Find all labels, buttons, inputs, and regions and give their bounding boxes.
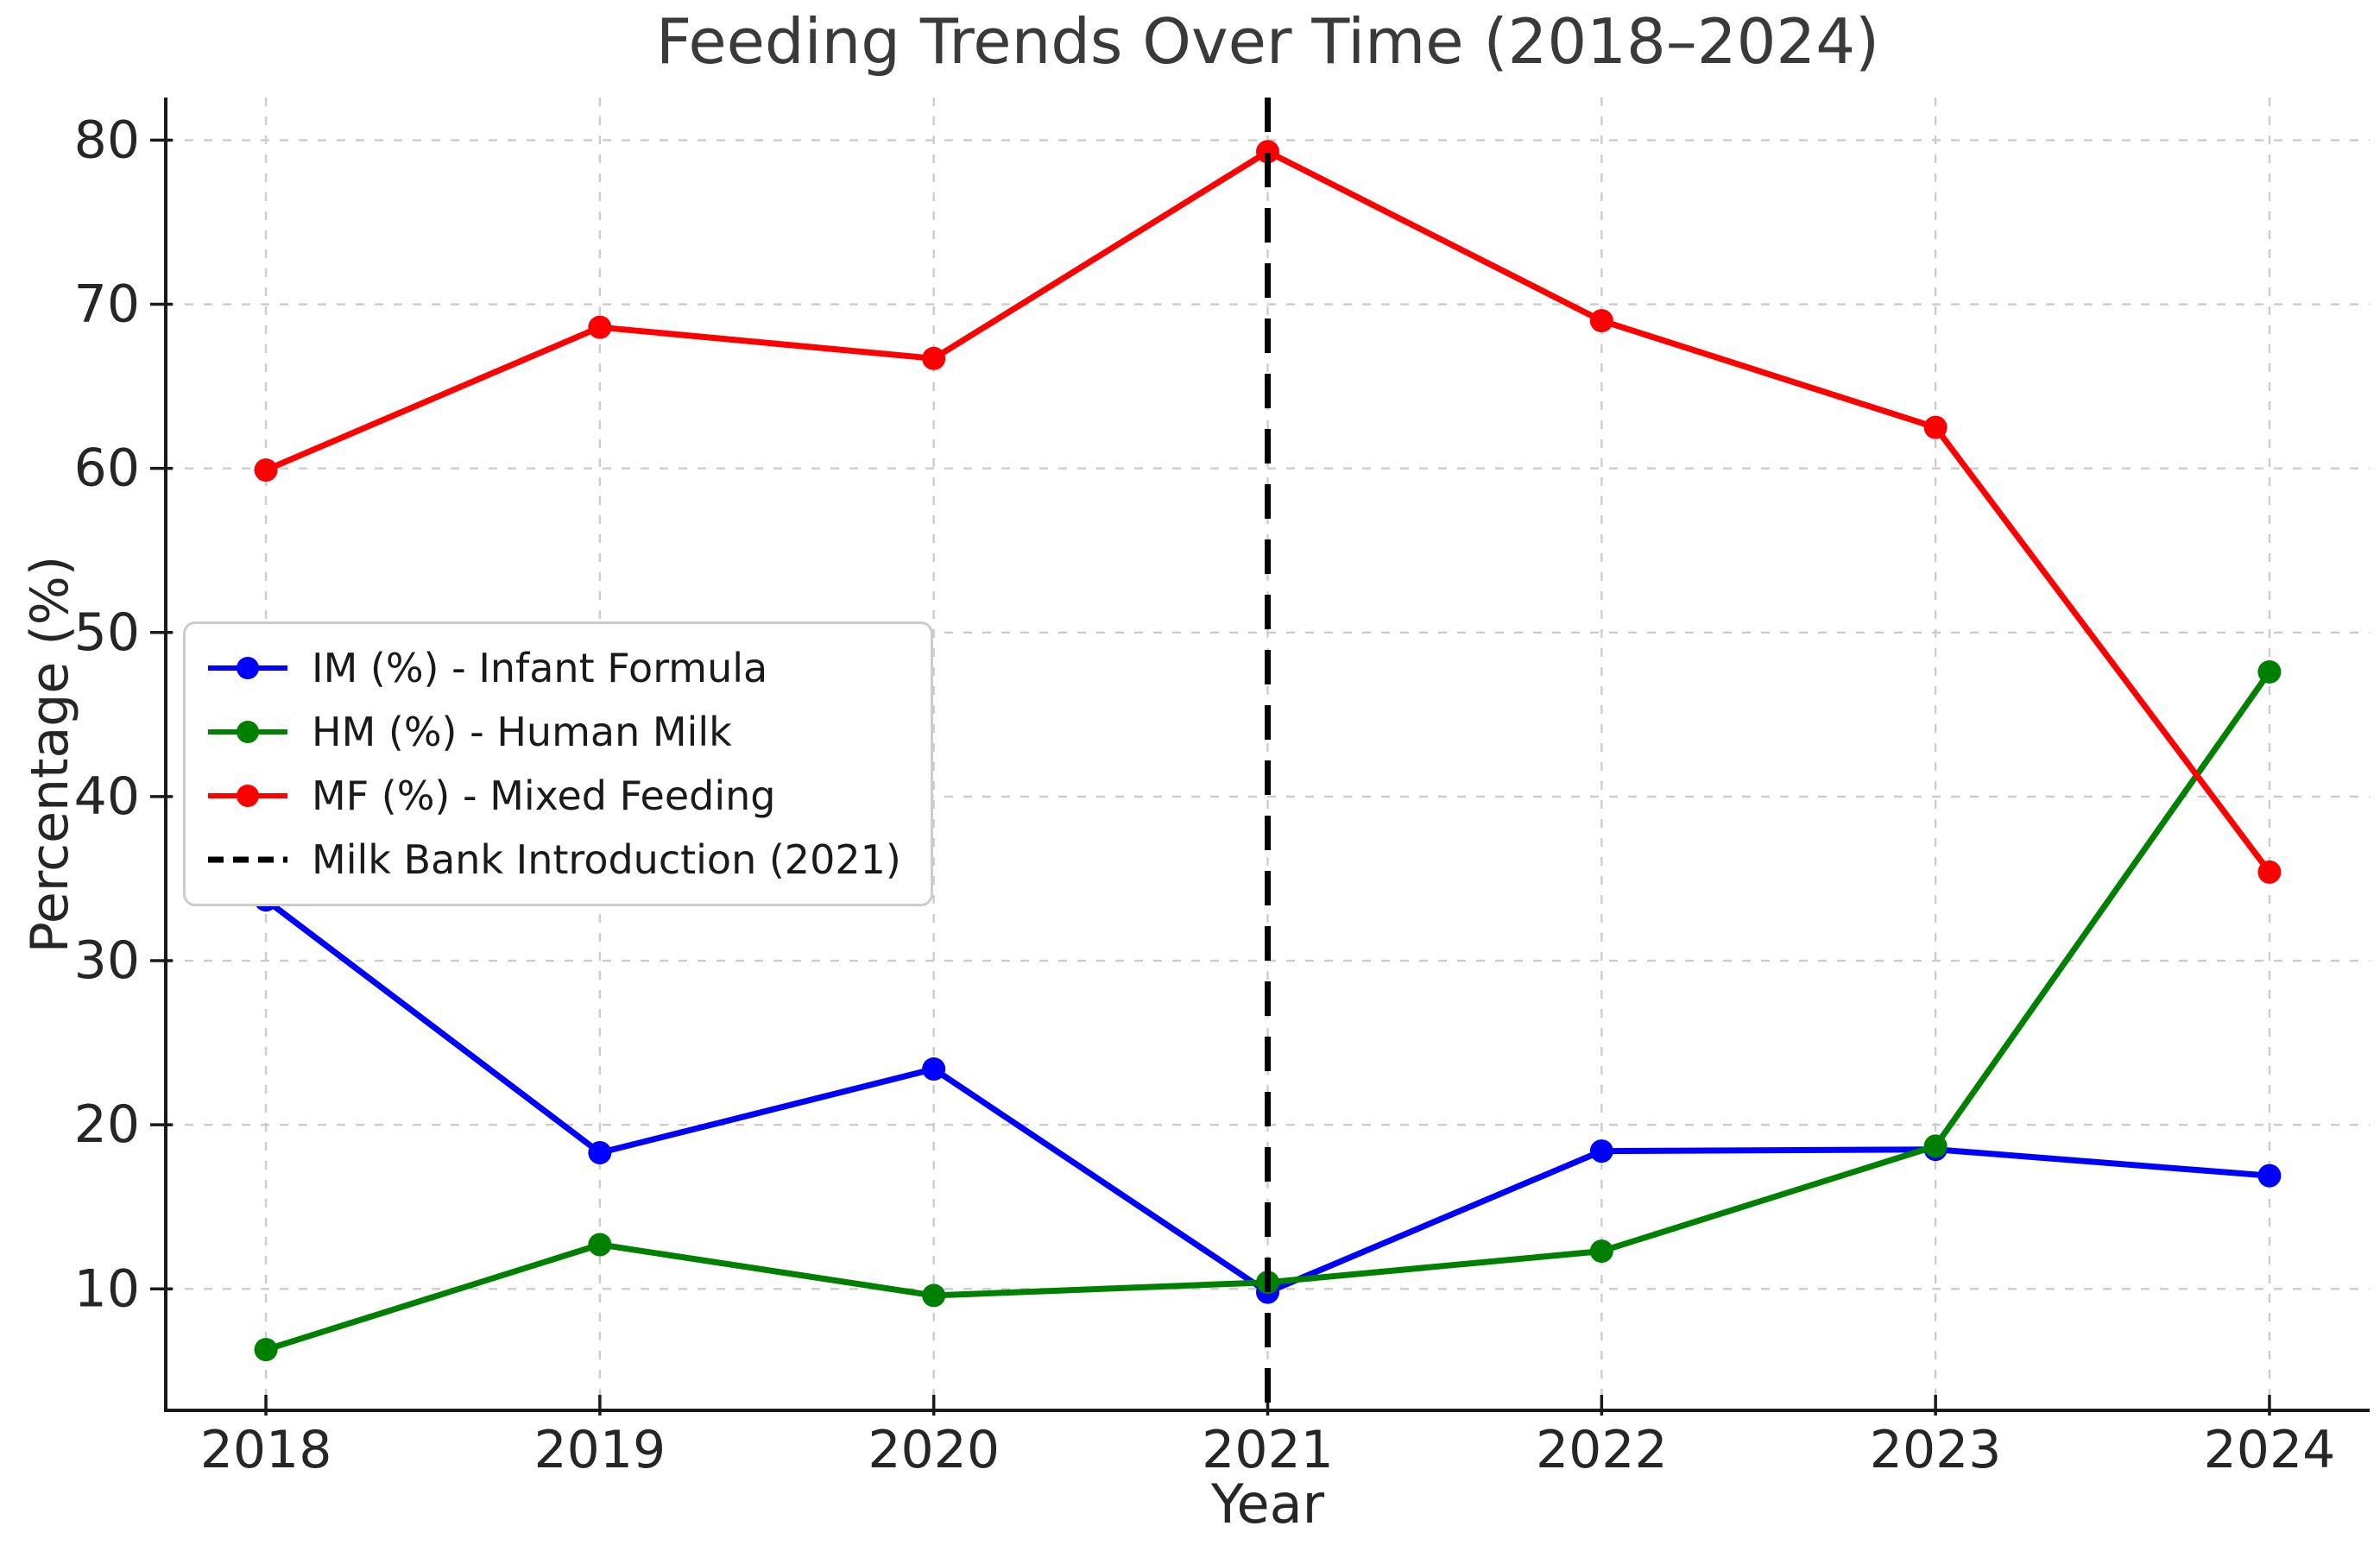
data-point (922, 346, 946, 370)
legend-swatch (208, 856, 287, 863)
x-tick-label: 2021 (1202, 1420, 1334, 1480)
legend-swatch (208, 785, 287, 807)
y-tick-label: 30 (74, 930, 140, 991)
data-point (1589, 1139, 1613, 1163)
y-tick-label: 80 (74, 110, 140, 170)
legend-item-label: HM (%) - Human Milk (312, 709, 732, 755)
data-point (1923, 1134, 1948, 1158)
x-tick-label: 2018 (200, 1420, 332, 1480)
x-axis-label: Year (1210, 1472, 1325, 1536)
data-point (2257, 1163, 2282, 1188)
data-point (588, 1141, 612, 1165)
legend-item-label: MF (%) - Mixed Feeding (312, 772, 776, 819)
x-tick-label: 2023 (1870, 1420, 2002, 1480)
legend-item-series: IM (%) - Infant Formula (206, 643, 901, 693)
data-point (588, 315, 612, 339)
data-point (254, 1338, 278, 1362)
legend-swatch (208, 657, 287, 679)
legend-item-label: IM (%) - Infant Formula (312, 645, 768, 691)
legend-item-event-line: Milk Bank Introduction (2021) (206, 835, 901, 885)
x-tick-label: 2019 (534, 1420, 666, 1480)
data-point (588, 1233, 612, 1257)
y-tick-label: 60 (74, 438, 140, 499)
y-tick-label: 20 (74, 1094, 140, 1155)
legend-item-label: Milk Bank Introduction (2021) (312, 836, 901, 883)
chart-title: Feeding Trends Over Time (2018–2024) (655, 5, 1880, 78)
data-point (2257, 860, 2282, 884)
data-point (1923, 415, 1948, 439)
x-tick-label: 2020 (868, 1420, 1000, 1480)
data-point (1589, 309, 1613, 333)
data-point (922, 1057, 946, 1082)
y-tick-label: 50 (74, 602, 140, 663)
x-tick-label: 2022 (1536, 1420, 1668, 1480)
y-tick-label: 10 (74, 1258, 140, 1319)
data-point (2257, 659, 2282, 684)
data-point (254, 458, 278, 482)
y-tick-label: 40 (74, 766, 140, 827)
data-point (922, 1283, 946, 1308)
legend-item-series: MF (%) - Mixed Feeding (206, 771, 901, 821)
data-point (1256, 140, 1279, 164)
data-point (1589, 1239, 1613, 1264)
x-tick-label: 2024 (2204, 1420, 2336, 1480)
legend-item-series: HM (%) - Human Milk (206, 707, 901, 757)
legend-box: IM (%) - Infant Formula HM (%) - Human Mi… (183, 621, 933, 906)
y-axis-label: Percentage (%) (20, 555, 80, 954)
legend-swatch (208, 721, 287, 743)
y-tick-label: 70 (74, 274, 140, 335)
